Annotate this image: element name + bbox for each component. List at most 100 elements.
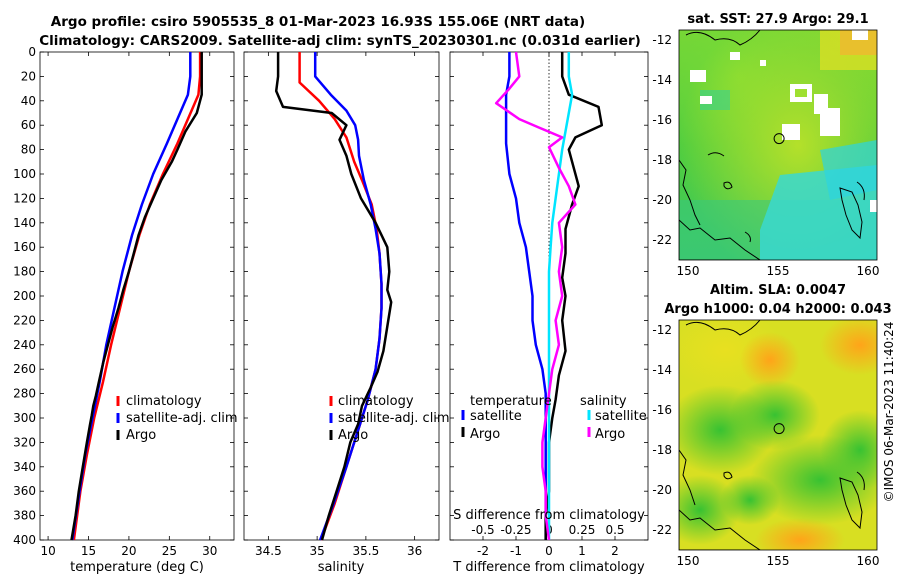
temperature-axes: [39, 51, 235, 541]
depth-tick-label: 300: [13, 411, 36, 425]
depth-tick-label: 200: [13, 289, 36, 303]
difference-profile-series-temperature-satellite: [504, 52, 547, 540]
legend-sal-satellite-label: satellite: [595, 409, 647, 424]
legend-argo-label: Argo: [338, 428, 368, 443]
difference-profile-xtick-label: -1: [510, 544, 522, 558]
sla-map-ytick-label: -20: [652, 483, 672, 497]
salinity-profile-xtick-label: 35.5: [353, 544, 380, 558]
salinity-axes: [243, 51, 440, 541]
legend-temperature-heading: temperature: [470, 394, 552, 409]
sst-map-xtick-label: 150: [677, 264, 700, 278]
depth-tick-label: 340: [13, 460, 36, 474]
depth-tick-label: 380: [13, 509, 36, 523]
legend-satellite-label: satellite-adj. clim: [126, 411, 238, 426]
temperature-profile-xtick-label: 30: [202, 544, 217, 558]
sst-map-ytick-label: -22: [652, 233, 672, 247]
difference-profile-top-tick-label: -0.5: [471, 523, 494, 537]
legend-argo-label: Argo: [126, 428, 156, 443]
legend-temp-satellite-label: satellite: [470, 409, 522, 424]
depth-tick-label: 320: [13, 435, 36, 449]
salinity-profile-series-climatology: [298, 52, 383, 541]
difference-profile-series-salinity-satellite: [547, 52, 574, 540]
temperature-xlabel: temperature (deg C): [70, 560, 204, 575]
depth-tick-label: 400: [13, 533, 36, 547]
copyright-stamp: ©IMOS 06-Mar-2023 11:40:24: [882, 322, 896, 503]
sst-map-xtick-label: 155: [767, 264, 790, 278]
sst-map-xtick-label: 160: [857, 264, 880, 278]
temperature-profile-xtick-label: 20: [121, 544, 136, 558]
depth-tick-label: 60: [21, 118, 36, 132]
difference-legend: temperature satellite Argo salinity sate…: [461, 394, 647, 442]
sst-map-title: sat. SST: 27.9 Argo: 29.1: [687, 12, 868, 27]
sst-map-ytick-label: -18: [652, 153, 672, 167]
temperature-profile-series-satellite-adj-clim: [71, 52, 192, 541]
depth-tick-label: 360: [13, 484, 36, 498]
sst-map-ytick-label: -14: [652, 73, 672, 87]
legend-climatology-label: climatology: [338, 394, 414, 409]
temperature-profile-xtick-label: 25: [162, 544, 177, 558]
sla-map-title-line1: Altim. SLA: 0.0047: [710, 283, 846, 298]
sla-map-title-line2: Argo h1000: 0.04 h2000: 0.043: [664, 302, 891, 317]
depth-tick-label: 0: [28, 45, 36, 59]
depth-tick-label: 80: [21, 143, 36, 157]
difference-profile-top-tick-label: 0.25: [569, 523, 596, 537]
title-line1: Argo profile: csiro 5905535_8 01-Mar-202…: [51, 14, 585, 30]
temperature-profile-xtick-label: 10: [40, 544, 55, 558]
difference-profile-series-temperature-argo: [544, 52, 604, 540]
legend-climatology-label: climatology: [126, 394, 202, 409]
sla-map-xtick-label: 155: [767, 554, 790, 568]
salinity-profile-xtick-label: 36: [407, 544, 422, 558]
difference-profile-xtick-label: 2: [611, 544, 619, 558]
sla-profile-marker: [773, 423, 785, 435]
sla-map-xtick-label: 150: [677, 554, 700, 568]
sla-map-ytick-label: -18: [652, 443, 672, 457]
sst-map-axes: [678, 29, 878, 261]
sla-map-ytick-label: -16: [652, 403, 672, 417]
profile-layer: 0204060801001201401601802002202402602803…: [13, 33, 879, 568]
depth-tick-label: 220: [13, 313, 36, 327]
sla-map-axes: [678, 319, 878, 551]
salinity-profile-xtick-label: 35: [309, 544, 324, 558]
sst-map-ytick-label: -16: [652, 113, 672, 127]
salinity-profile-xtick-label: 34.5: [255, 544, 282, 558]
sst-profile-marker: [773, 133, 785, 145]
sla-map-ytick-label: -14: [652, 363, 672, 377]
salinity-legend: climatology satellite-adj. clim Argo: [329, 394, 450, 443]
depth-tick-label: 280: [13, 387, 36, 401]
depth-tick-label: 100: [13, 167, 36, 181]
sst-map-ytick-label: -12: [652, 33, 672, 47]
temperature-profile-series-climatology: [72, 52, 202, 541]
title-line2: Climatology: CARS2009. Satellite-adj cli…: [39, 33, 641, 49]
legend-satellite-label: satellite-adj. clim: [338, 411, 450, 426]
difference-xlabel-top: S difference from climatology: [453, 508, 645, 523]
salinity-profile-series-argo: [274, 52, 393, 541]
depth-tick-label: 40: [21, 94, 36, 108]
sst-map-image: [679, 30, 877, 260]
sla-map-image: [679, 320, 877, 550]
salinity-xlabel: salinity: [318, 560, 365, 575]
difference-profile-xtick-label: 1: [578, 544, 586, 558]
depth-tick-label: 260: [13, 362, 36, 376]
depth-tick-label: 180: [13, 265, 36, 279]
sla-map-xtick-label: 160: [857, 554, 880, 568]
legend-sal-argo-label: Argo: [595, 427, 625, 442]
depth-tick-label: 20: [21, 69, 36, 83]
legend-temp-argo-label: Argo: [470, 427, 500, 442]
sst-map-ytick-label: -20: [652, 193, 672, 207]
difference-profile-xtick-label: 0: [545, 544, 553, 558]
sla-map-ytick-label: -12: [652, 323, 672, 337]
temperature-profile-xtick-label: 15: [81, 544, 96, 558]
temperature-legend: climatology satellite-adj. clim Argo: [116, 394, 238, 443]
depth-tick-label: 240: [13, 338, 36, 352]
salinity-profile-series-satellite-adj-clim: [313, 52, 383, 541]
difference-profile-xtick-label: -2: [477, 544, 489, 558]
legend-salinity-heading: salinity: [580, 394, 627, 409]
difference-profile-series-salinity-argo: [494, 51, 577, 541]
depth-tick-label: 120: [13, 191, 36, 205]
depth-tick-label: 160: [13, 240, 36, 254]
temperature-profile-series-argo: [70, 52, 203, 541]
sla-map-ytick-label: -22: [652, 523, 672, 537]
difference-xlabel: T difference from climatology: [452, 560, 645, 575]
difference-profile-top-tick-label: 0.5: [605, 523, 624, 537]
